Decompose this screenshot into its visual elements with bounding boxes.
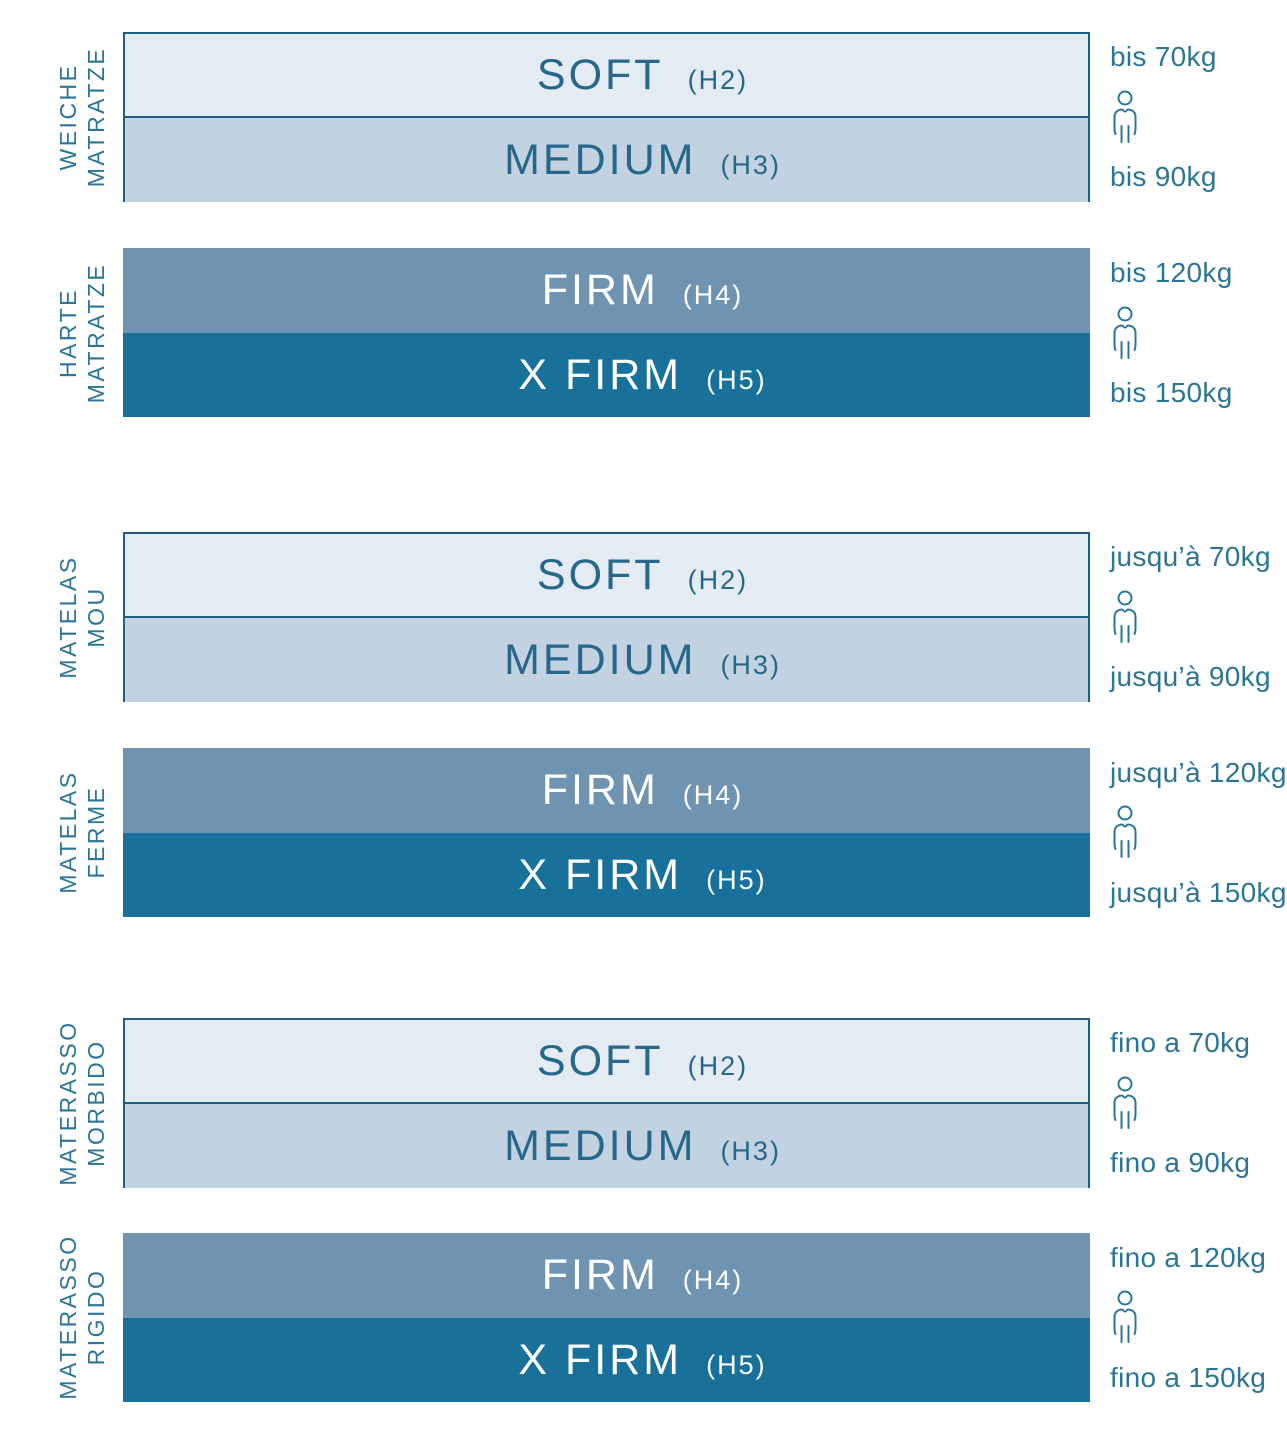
bar-medium: MEDIUM (H3) <box>125 118 1088 202</box>
bar-word: MEDIUM <box>504 635 697 684</box>
side-label-line: MORBIDO <box>83 1039 109 1167</box>
bar-word: SOFT <box>536 550 664 599</box>
bar-label-soft: SOFT (H2) <box>537 551 748 600</box>
bar-label-soft: SOFT (H2) <box>537 1037 748 1086</box>
bar-label-medium: MEDIUM (H3) <box>504 136 781 185</box>
bar-label-xfirm: X FIRM (H5) <box>518 1336 766 1385</box>
weight-label: bis 90kg <box>1110 161 1217 192</box>
mattress-block-soft-de: SOFT (H2) MEDIUM (H3) <box>123 32 1090 202</box>
bar-label-firm: FIRM (H4) <box>542 766 744 815</box>
side-label-line: FERME <box>83 785 109 879</box>
side-label-line: MATERASSO <box>55 1020 81 1186</box>
bar-firm: FIRM (H4) <box>123 248 1090 333</box>
weight-label: bis 150kg <box>1110 377 1233 408</box>
bar-label-soft: SOFT (H2) <box>537 51 748 100</box>
person-icon <box>1110 1076 1140 1132</box>
weight-label: jusqu’à 120kg <box>1110 757 1287 788</box>
side-label-line: MATELAS <box>55 770 81 894</box>
weight-label: jusqu’à 150kg <box>1110 877 1287 908</box>
person-icon <box>1110 805 1140 861</box>
weight-label: fino a 120kg <box>1110 1242 1267 1273</box>
bar-suffix: (H5) <box>706 364 767 395</box>
side-label-line: RIGIDO <box>83 1268 109 1366</box>
person-icon <box>1110 1290 1140 1346</box>
bar-xfirm: X FIRM (H5) <box>123 833 1090 917</box>
bar-xfirm: X FIRM (H5) <box>123 333 1090 417</box>
bar-suffix: (H4) <box>682 780 744 810</box>
side-label-line: MOU <box>83 586 109 648</box>
bar-suffix: (H2) <box>687 1050 749 1081</box>
mattress-block-firm-it: FIRM (H4) X FIRM (H5) <box>123 1233 1090 1402</box>
bar-suffix: (H3) <box>720 649 781 680</box>
person-icon <box>1110 306 1140 362</box>
side-label-line: MATELAS <box>55 555 81 679</box>
weight-label: bis 70kg <box>1110 41 1217 72</box>
weight-label: jusqu’à 70kg <box>1110 541 1271 572</box>
bar-label-medium: MEDIUM (H3) <box>504 636 781 685</box>
bar-suffix: (H2) <box>687 564 749 595</box>
weight-label: fino a 90kg <box>1110 1147 1251 1178</box>
bar-label-firm: FIRM (H4) <box>542 1251 744 1300</box>
bar-xfirm: X FIRM (H5) <box>123 1318 1090 1402</box>
bar-soft: SOFT (H2) <box>125 1020 1088 1104</box>
bar-word: X FIRM <box>518 1335 683 1384</box>
bar-word: SOFT <box>536 1036 664 1085</box>
bar-medium: MEDIUM (H3) <box>125 1104 1088 1188</box>
bar-word: MEDIUM <box>504 135 697 184</box>
weight-label: fino a 70kg <box>1110 1027 1251 1058</box>
mattress-block-firm-fr: FIRM (H4) X FIRM (H5) <box>123 748 1090 917</box>
mattress-block-soft-fr: SOFT (H2) MEDIUM (H3) <box>123 532 1090 702</box>
bar-suffix: (H3) <box>720 1135 781 1166</box>
bar-word: X FIRM <box>518 850 683 899</box>
bar-word: SOFT <box>536 50 664 99</box>
bar-soft: SOFT (H2) <box>125 34 1088 118</box>
person-icon <box>1110 590 1140 646</box>
bar-label-xfirm: X FIRM (H5) <box>518 351 766 400</box>
bar-suffix: (H2) <box>687 64 749 95</box>
bar-soft: SOFT (H2) <box>125 534 1088 618</box>
bar-firm: FIRM (H4) <box>123 1233 1090 1318</box>
bar-word: X FIRM <box>518 350 683 399</box>
weight-label: fino a 150kg <box>1110 1362 1267 1393</box>
mattress-block-soft-it: SOFT (H2) MEDIUM (H3) <box>123 1018 1090 1188</box>
weight-label: bis 120kg <box>1110 257 1233 288</box>
bar-firm: FIRM (H4) <box>123 748 1090 833</box>
bar-word: MEDIUM <box>504 1121 697 1170</box>
bar-word: FIRM <box>541 1251 659 1299</box>
bar-label-firm: FIRM (H4) <box>542 266 744 315</box>
bar-suffix: (H4) <box>682 1265 744 1295</box>
bar-suffix: (H5) <box>706 864 767 895</box>
bar-word: FIRM <box>541 766 659 814</box>
side-label-line: MATERASSO <box>55 1234 81 1400</box>
bar-suffix: (H5) <box>706 1349 767 1380</box>
mattress-block-firm-de: FIRM (H4) X FIRM (H5) <box>123 248 1090 417</box>
bar-suffix: (H4) <box>682 280 744 310</box>
person-icon <box>1110 90 1140 146</box>
side-label-line: WEICHE <box>55 63 81 171</box>
side-label-line: HARTE <box>55 287 81 379</box>
weight-label: jusqu’à 90kg <box>1110 661 1271 692</box>
bar-word: FIRM <box>541 266 659 314</box>
bar-label-medium: MEDIUM (H3) <box>504 1122 781 1171</box>
bar-label-xfirm: X FIRM (H5) <box>518 851 766 900</box>
side-label-line: MATRATZE <box>83 262 109 404</box>
bar-suffix: (H3) <box>720 149 781 180</box>
bar-medium: MEDIUM (H3) <box>125 618 1088 702</box>
side-label-line: MATRATZE <box>83 46 109 188</box>
